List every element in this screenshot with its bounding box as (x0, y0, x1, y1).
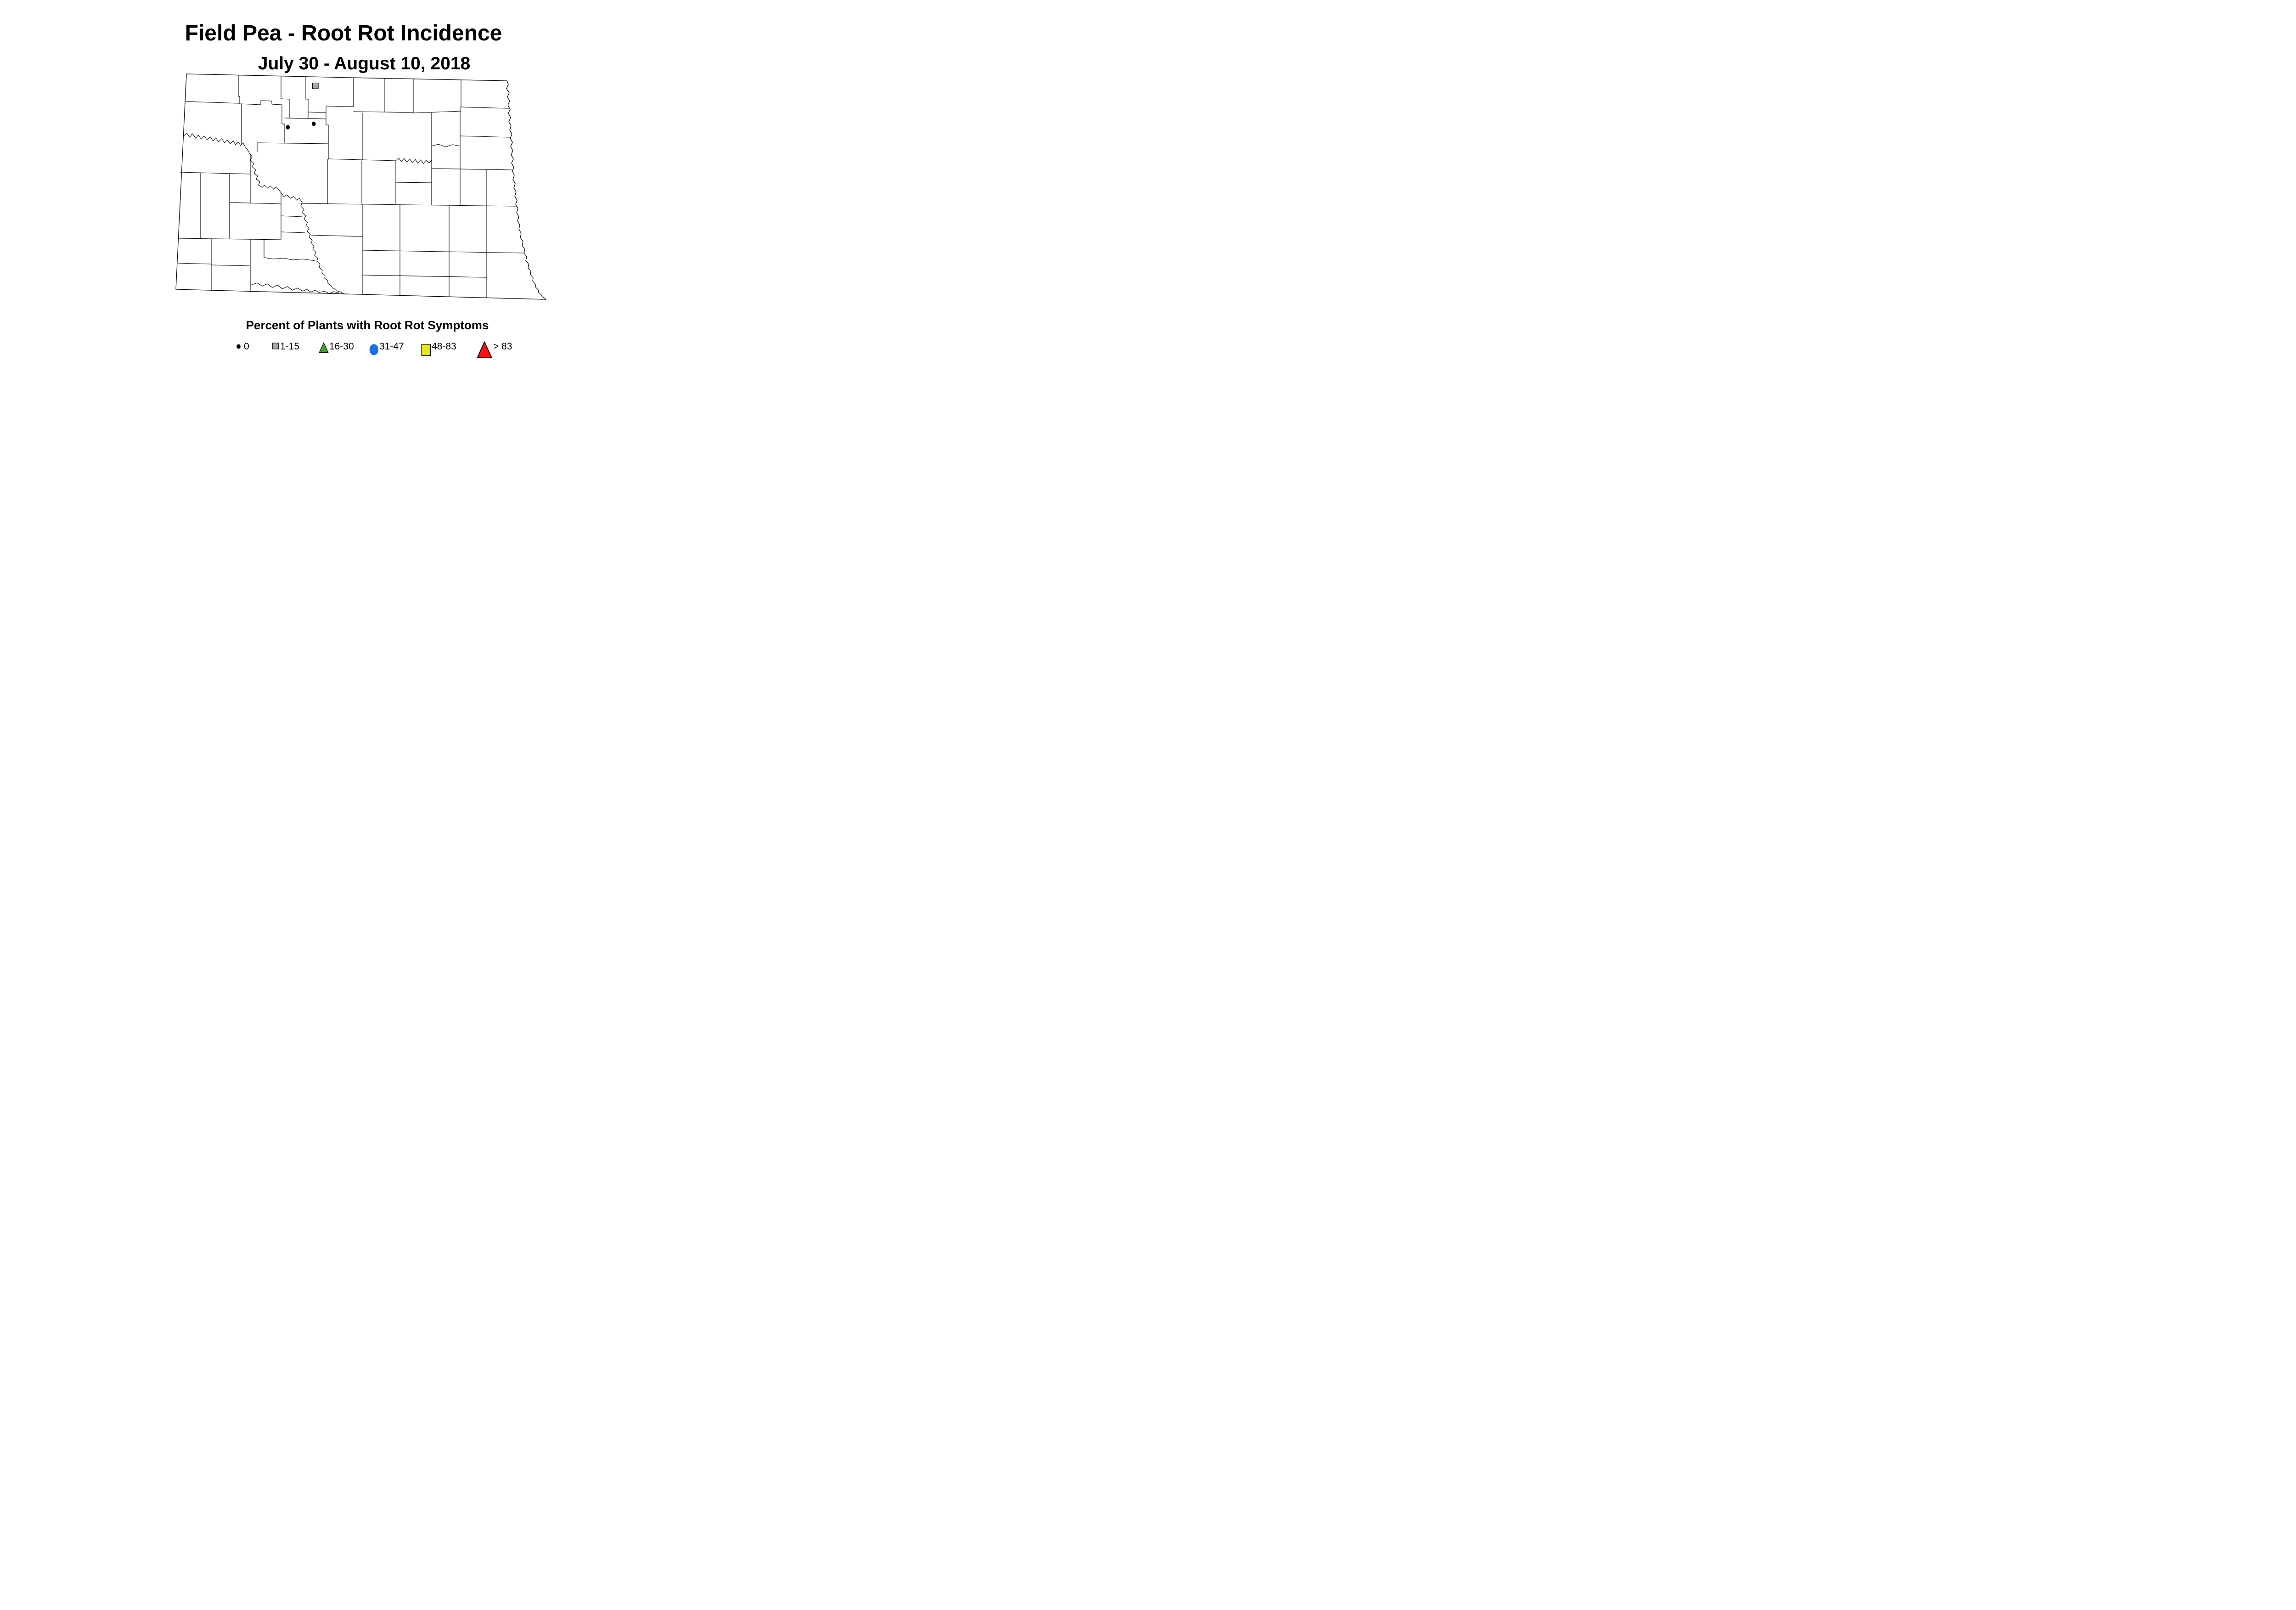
missouri-river-line (183, 133, 347, 295)
page-subtitle: July 30 - August 10, 2018 (258, 54, 471, 73)
legend-label-gt83: > 83 (493, 341, 512, 352)
north-dakota-county-map (175, 73, 546, 359)
legend-red-triangle-icon (477, 341, 493, 359)
legend-label-48-83: 48-83 (432, 341, 456, 352)
legend-title: Percent of Plants with Root Rot Symptoms (246, 318, 489, 332)
legend-blue-circle-icon (369, 344, 378, 355)
legend-green-triangle-icon (319, 342, 329, 353)
legend-label-31-47: 31-47 (379, 341, 404, 352)
map-marker-gray-square (312, 83, 319, 89)
page-title: Field Pea - Root Rot Incidence (185, 21, 502, 45)
county-boundaries (178, 75, 524, 298)
map-marker-black-dot-1 (286, 125, 290, 129)
legend-label-16-30: 16-30 (329, 341, 354, 352)
legend-label-0: 0 (244, 341, 249, 352)
legend-label-1-15: 1-15 (280, 341, 300, 352)
root-rot-incidence-map-page: Field Pea - Root Rot Incidence July 30 -… (0, 0, 720, 379)
legend-symbols (236, 341, 493, 359)
state-border (175, 73, 546, 300)
map-marker-black-dot-2 (311, 121, 316, 126)
legend-yellow-square-icon (421, 344, 431, 356)
legend-black-dot-icon (236, 344, 241, 349)
legend-gray-square-icon (272, 343, 279, 349)
map-markers (286, 83, 319, 129)
